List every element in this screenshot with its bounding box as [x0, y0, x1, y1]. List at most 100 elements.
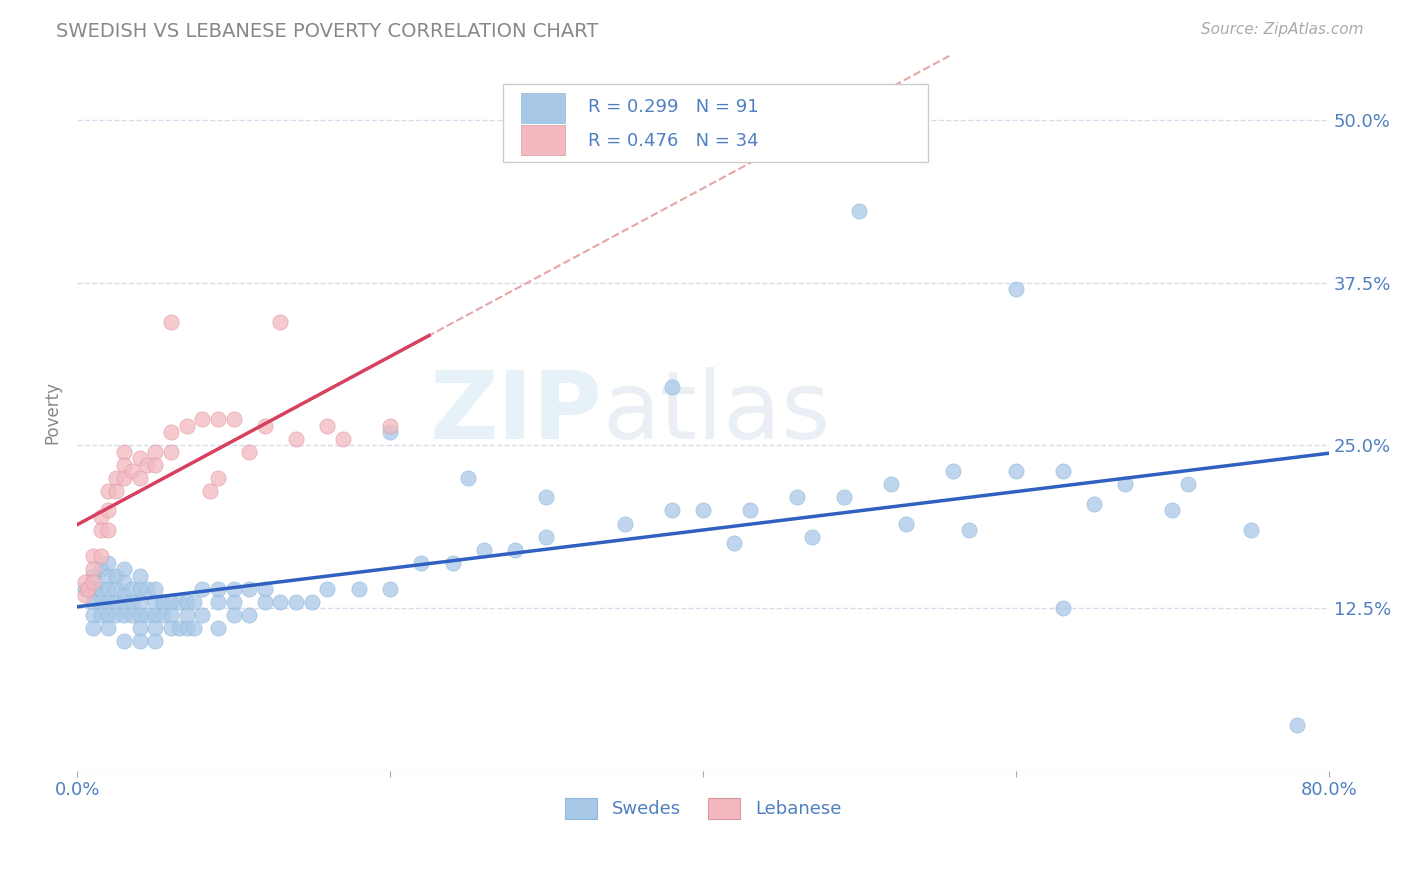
Point	[97, 607, 120, 622]
Point	[222, 594, 245, 608]
Point	[90, 582, 112, 596]
Point	[73, 582, 96, 596]
Point	[160, 621, 183, 635]
Point	[136, 582, 159, 596]
Point	[253, 418, 276, 433]
Point	[105, 471, 128, 485]
Point	[238, 607, 260, 622]
Point	[112, 607, 135, 622]
Point	[1052, 465, 1074, 479]
Point	[97, 503, 120, 517]
Point	[90, 562, 112, 576]
Point	[73, 588, 96, 602]
Point	[97, 483, 120, 498]
Point	[176, 594, 198, 608]
Point	[82, 562, 104, 576]
FancyBboxPatch shape	[522, 93, 565, 123]
Point	[128, 633, 150, 648]
Point	[1114, 477, 1136, 491]
Point	[128, 607, 150, 622]
Point	[347, 582, 370, 596]
Point	[112, 458, 135, 472]
Point	[238, 582, 260, 596]
Point	[97, 594, 120, 608]
Point	[332, 432, 354, 446]
Point	[128, 471, 150, 485]
Point	[957, 523, 980, 537]
Point	[269, 315, 291, 329]
Point	[207, 594, 229, 608]
Point	[832, 491, 855, 505]
Point	[128, 582, 150, 596]
Point	[738, 503, 761, 517]
Point	[105, 607, 128, 622]
Point	[661, 503, 683, 517]
Point	[191, 607, 214, 622]
Point	[472, 542, 495, 557]
Point	[536, 491, 558, 505]
Text: ZIP: ZIP	[430, 367, 603, 458]
Point	[90, 549, 112, 563]
Point	[536, 529, 558, 543]
Point	[253, 594, 276, 608]
Point	[82, 582, 104, 596]
Point	[176, 607, 198, 622]
Point	[160, 315, 183, 329]
Legend: Swedes, Lebanese: Swedes, Lebanese	[557, 791, 848, 826]
Point	[105, 483, 128, 498]
Point	[143, 445, 166, 459]
Point	[176, 621, 198, 635]
Point	[457, 471, 479, 485]
Point	[128, 621, 150, 635]
Point	[121, 594, 143, 608]
Point	[90, 523, 112, 537]
Point	[90, 510, 112, 524]
Point	[176, 418, 198, 433]
Point	[378, 418, 401, 433]
Point	[143, 621, 166, 635]
Point	[112, 471, 135, 485]
Point	[143, 633, 166, 648]
Point	[97, 582, 120, 596]
Point	[136, 458, 159, 472]
Point	[97, 621, 120, 635]
Point	[613, 516, 636, 531]
Point	[378, 425, 401, 440]
Point	[692, 503, 714, 517]
Point	[112, 633, 135, 648]
Point	[301, 594, 323, 608]
Point	[896, 516, 918, 531]
Point	[143, 594, 166, 608]
Point	[848, 204, 870, 219]
Point	[97, 568, 120, 582]
Point	[128, 568, 150, 582]
Point	[661, 380, 683, 394]
Point	[198, 483, 221, 498]
Point	[723, 536, 745, 550]
Point	[128, 451, 150, 466]
Point	[112, 562, 135, 576]
Point	[160, 425, 183, 440]
Point	[121, 465, 143, 479]
Point	[152, 607, 174, 622]
Point	[1083, 497, 1105, 511]
Point	[82, 575, 104, 590]
Point	[73, 575, 96, 590]
Point	[112, 575, 135, 590]
Point	[942, 465, 965, 479]
Point	[222, 607, 245, 622]
Point	[82, 607, 104, 622]
Point	[160, 607, 183, 622]
Point	[207, 412, 229, 426]
Point	[97, 523, 120, 537]
Point	[269, 594, 291, 608]
Point	[143, 458, 166, 472]
Point	[503, 542, 526, 557]
Point	[1161, 503, 1184, 517]
Point	[160, 594, 183, 608]
Point	[121, 582, 143, 596]
Point	[82, 549, 104, 563]
Point	[112, 594, 135, 608]
Text: R = 0.476   N = 34: R = 0.476 N = 34	[588, 132, 758, 150]
Point	[136, 607, 159, 622]
